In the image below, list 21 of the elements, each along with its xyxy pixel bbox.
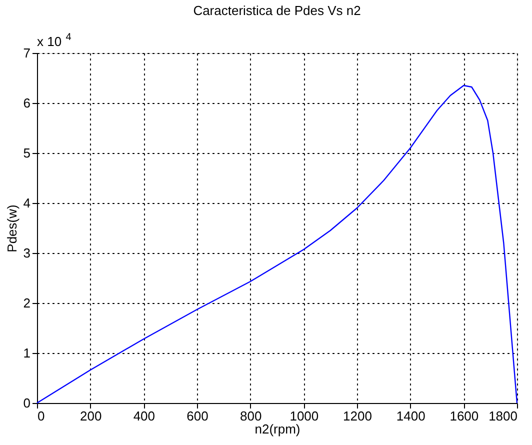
x-tick-label: 1000 bbox=[290, 408, 319, 424]
chart-title: Caracteristica de Pdes Vs n2 bbox=[193, 3, 361, 18]
x-tick-label: 1600 bbox=[450, 408, 479, 424]
x-tick-label: 600 bbox=[186, 408, 208, 424]
y-tick-label: 7 bbox=[23, 46, 30, 60]
y-axis-title: Pdes(w) bbox=[4, 204, 20, 252]
x-tick-label: 800 bbox=[240, 408, 262, 424]
x-tick-label: 200 bbox=[80, 408, 102, 424]
x-tick-label: 1800 bbox=[488, 408, 518, 424]
y-tick-label: 0 bbox=[23, 396, 30, 410]
y-tick-label: 5 bbox=[23, 146, 30, 160]
y-tick-label: 3 bbox=[23, 246, 30, 260]
y-tick-label: 2 bbox=[23, 296, 30, 310]
x-tick-label: 1400 bbox=[396, 408, 426, 424]
x-tick-label: 400 bbox=[133, 408, 156, 424]
y-tick-label: 6 bbox=[23, 96, 30, 110]
x-axis-title: n2(rpm) bbox=[254, 422, 300, 436]
y-tick-label: 1 bbox=[23, 346, 30, 360]
x-tick-label: 1200 bbox=[343, 408, 372, 424]
y-tick-label: 4 bbox=[23, 196, 30, 210]
x-tick-label: 0 bbox=[38, 408, 45, 424]
